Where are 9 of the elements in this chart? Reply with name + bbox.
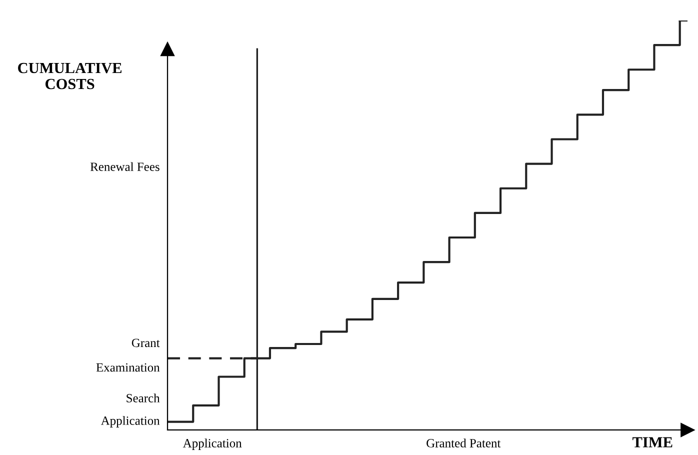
- text: Examination: [96, 363, 160, 372]
- text: Application: [100, 416, 160, 428]
- x-axis-title: TIME: [632, 437, 672, 448]
- text: Search: [126, 394, 160, 402]
- y-axis-title: CUMULATIVE COSTS: [18, 62, 122, 90]
- text: Grant: [132, 338, 160, 348]
- text: Renewal Fees: [90, 162, 160, 172]
- text: Granted Patent: [426, 438, 501, 448]
- text: Application: [182, 438, 242, 450]
